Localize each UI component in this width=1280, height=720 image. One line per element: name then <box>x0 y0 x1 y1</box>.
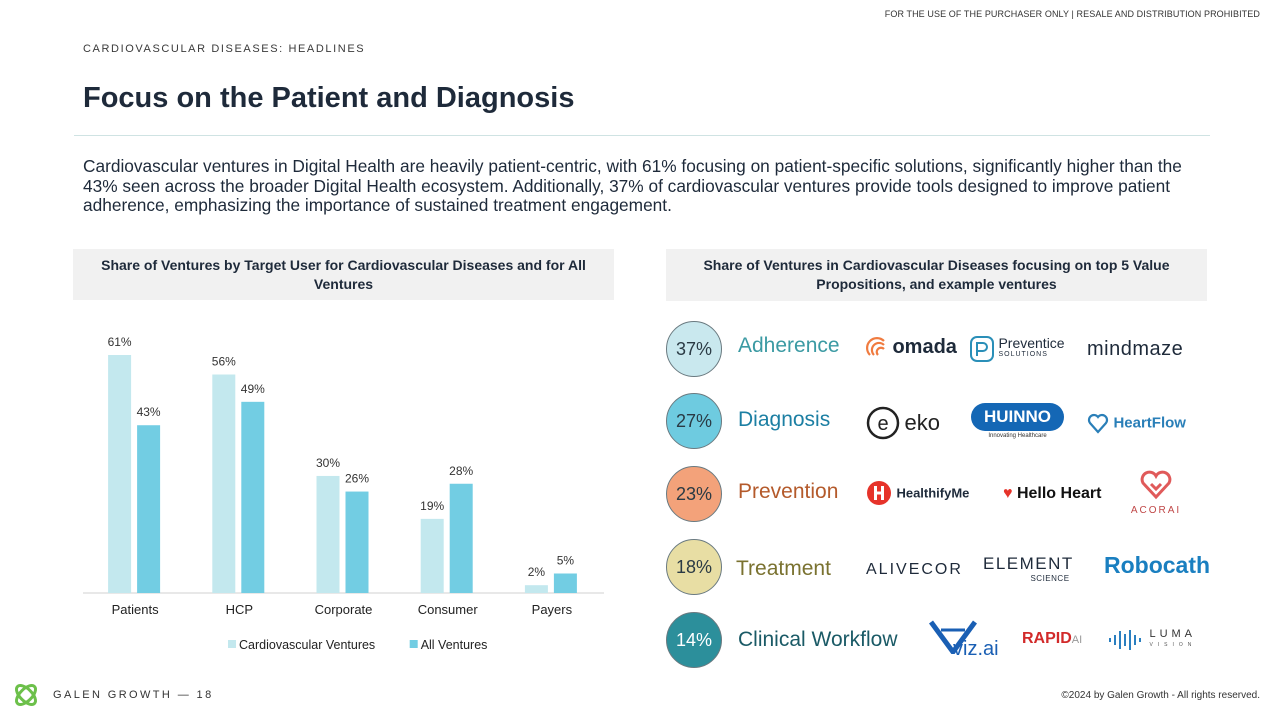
logo-text: RAPID <box>1022 630 1072 647</box>
vp-label-prevention: Prevention <box>738 480 839 503</box>
vp-pct: 18% <box>675 556 713 577</box>
vp-circle-prevention: 23% <box>666 466 722 522</box>
data-label: 49% <box>241 382 265 396</box>
vp-pct: 14% <box>675 629 713 650</box>
legend-label: Cardiovascular Ventures <box>239 638 375 652</box>
vp-label-clinical-workflow: Clinical Workflow <box>738 628 898 651</box>
bar <box>553 573 577 593</box>
logo-subtext: AI <box>1071 634 1083 646</box>
logo-luma-vision: LUMA VISION <box>1107 628 1196 652</box>
logo-mindmaze: mindmaze <box>1087 338 1184 360</box>
vp-pct: 23% <box>675 483 713 504</box>
logo-text: HeartFlow <box>1113 414 1186 432</box>
x-tick-label: Corporate <box>315 602 373 617</box>
bar-chart-svg: 61% 43% Patients 56% 49% HCP 30% 26% Corporate 19… <box>83 335 604 652</box>
logo-subtext: VISION <box>1149 642 1197 648</box>
logo-text: Hello Heart <box>1016 485 1102 502</box>
viz-mark-icon <box>929 620 977 654</box>
vp-circle-clinical-workflow: 14% <box>666 612 722 668</box>
footer-brand: GALEN GROWTH — 18 <box>53 689 214 701</box>
value-props-title: Share of Ventures in Cardiovascular Dise… <box>666 249 1207 301</box>
section-label: CARDIOVASCULAR DISEASES: HEADLINES <box>83 43 366 55</box>
logo-huinno: HUINNO Innovating Healthcare <box>971 403 1064 443</box>
preventice-mark-icon <box>970 336 994 362</box>
data-label: 30% <box>316 456 340 470</box>
vp-label-diagnosis: Diagnosis <box>738 408 831 431</box>
data-label: 28% <box>449 464 473 478</box>
bar <box>212 374 236 593</box>
bar <box>345 491 369 593</box>
logo-text: ACORAI <box>1130 505 1182 516</box>
data-label: 5% <box>557 553 575 567</box>
logo-text: ELEMENT <box>983 554 1074 573</box>
logo-rapid-ai: RAPIDAI <box>1022 630 1082 648</box>
heartflow-mark-icon <box>1087 413 1109 434</box>
bar <box>316 475 340 593</box>
bar <box>420 518 444 593</box>
vp-pct: 27% <box>675 410 713 431</box>
galen-growth-logo <box>11 680 41 710</box>
bar <box>524 585 548 593</box>
heart-icon: ♥ <box>1003 485 1013 502</box>
x-tick-label: HCP <box>226 602 253 617</box>
legend-swatch <box>409 640 418 648</box>
bar <box>137 425 161 593</box>
vp-circle-diagnosis: 27% <box>666 393 722 449</box>
logo-text: LUMA <box>1149 628 1197 640</box>
data-label: 19% <box>420 499 444 513</box>
logo-healthifyme: HealthifyMe <box>866 480 969 506</box>
logo-text: omada <box>892 336 957 358</box>
svg-text:e: e <box>877 413 888 435</box>
data-label: 26% <box>345 472 369 486</box>
logo-text: eko <box>904 410 940 435</box>
chart-title: Share of Ventures by Target User for Car… <box>73 249 614 300</box>
bar <box>108 355 132 593</box>
legend-swatch <box>228 640 236 648</box>
vp-circle-adherence: 37% <box>666 321 722 377</box>
data-label: 2% <box>528 565 546 579</box>
vp-pct: 37% <box>675 338 713 359</box>
eko-mark-icon: e <box>866 406 900 440</box>
intro-paragraph: Cardiovascular ventures in Digital Healt… <box>83 156 1182 215</box>
data-label: 43% <box>137 405 161 419</box>
copyright-text: ©2024 by Galen Growth - All rights reser… <box>1061 690 1260 701</box>
logo-viz-ai: viz.ai <box>929 618 1005 660</box>
acorai-heart-icon <box>1140 470 1172 500</box>
x-tick-label: Consumer <box>418 602 479 617</box>
x-tick-label: Patients <box>112 602 159 617</box>
title-divider <box>74 135 1210 136</box>
disclaimer-text: FOR THE USE OF THE PURCHASER ONLY | RESA… <box>884 9 1260 19</box>
luma-wave-icon <box>1109 630 1141 650</box>
data-label: 56% <box>212 355 236 369</box>
logo-text: Preventice <box>998 335 1065 351</box>
logo-subtext: Innovating Healthcare <box>988 433 1047 439</box>
x-tick-label: Payers <box>532 602 573 617</box>
logo-element-science: ELEMENT SCIENCE <box>983 554 1087 583</box>
logo-robocath: Robocath <box>1104 552 1211 578</box>
logo-preventice: Preventice SOLUTIONS <box>970 336 1065 362</box>
galen-growth-mark-icon <box>15 684 37 706</box>
logo-subtext: SCIENCE <box>1030 574 1070 583</box>
page-title: Focus on the Patient and Diagnosis <box>83 82 575 114</box>
logo-text: viz.ai <box>953 638 999 660</box>
logo-eko: e eko <box>866 406 940 440</box>
omada-mark-icon <box>866 336 885 356</box>
logo-subtext: SOLUTIONS <box>998 351 1048 358</box>
logo-text: HealthifyMe <box>896 485 970 501</box>
data-label: 61% <box>108 335 132 349</box>
bar-chart: 61% 43% Patients 56% 49% HCP 30% 26% Corporate 19… <box>73 320 614 660</box>
logo-text: HUINNO <box>971 403 1064 431</box>
vp-label-treatment: Treatment <box>736 557 831 580</box>
vp-label-adherence: Adherence <box>738 334 840 357</box>
logo-alivecor: ALIVECOR <box>866 561 963 578</box>
bar <box>449 483 473 593</box>
legend-label: All Ventures <box>421 638 488 652</box>
healthifyme-mark-icon <box>867 481 891 505</box>
logo-acorai: ACORAI <box>1128 470 1184 516</box>
bar <box>241 401 265 593</box>
logo-helloheart: ♥ Hello Heart <box>1003 485 1101 503</box>
logo-omada: omada <box>866 336 957 359</box>
vp-circle-treatment: 18% <box>666 539 722 595</box>
logo-heartflow: HeartFlow <box>1087 412 1186 434</box>
